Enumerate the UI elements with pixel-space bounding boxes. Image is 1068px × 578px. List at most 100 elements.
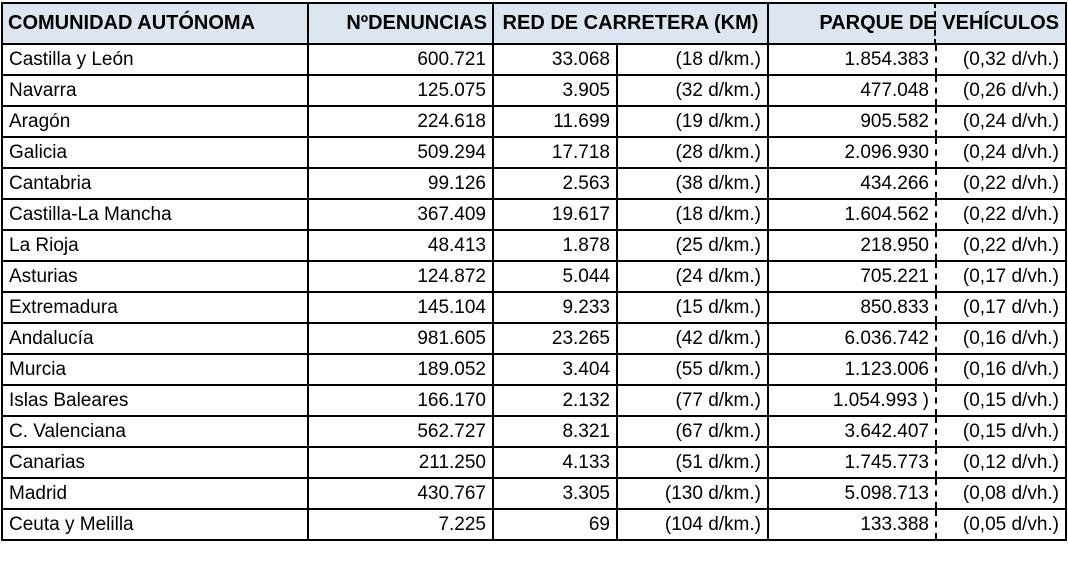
cell-red-carretera-km: 23.265 — [492, 322, 618, 355]
cell-denuncias: 48.413 — [307, 229, 494, 262]
cell-comunidad: C. Valenciana — [1, 415, 309, 448]
cell-parque-vehiculos: 6.036.742 — [767, 322, 937, 355]
cell-comunidad: Andalucía — [1, 322, 309, 355]
cell-comunidad: Navarra — [1, 74, 309, 107]
cell-denuncias: 124.872 — [307, 260, 494, 293]
cell-denuncias-por-vh: (0,22 d/vh.) — [935, 198, 1067, 231]
table-row: Canarias 211.250 4.133 (51 d/km.) 1.745.… — [1, 446, 1067, 479]
cell-denuncias-por-km: (130 d/km.) — [616, 477, 769, 510]
cell-red-carretera-km: 19.617 — [492, 198, 618, 231]
cell-denuncias-por-vh: (0,26 d/vh.) — [935, 74, 1067, 107]
cell-denuncias: 211.250 — [307, 446, 494, 479]
table-row: Madrid 430.767 3.305 (130 d/km.) 5.098.7… — [1, 477, 1067, 510]
cell-denuncias: 224.618 — [307, 105, 494, 138]
cell-red-carretera-km: 4.133 — [492, 446, 618, 479]
cell-denuncias-por-vh: (0,05 d/vh.) — [935, 508, 1067, 541]
cell-denuncias-por-km: (67 d/km.) — [616, 415, 769, 448]
cell-comunidad: Canarias — [1, 446, 309, 479]
cell-denuncias-por-vh: (0,17 d/vh.) — [935, 260, 1067, 293]
cell-comunidad: La Rioja — [1, 229, 309, 262]
cell-parque-vehiculos: 905.582 — [767, 105, 937, 138]
cell-red-carretera-km: 69 — [492, 508, 618, 541]
cell-comunidad: Cantabria — [1, 167, 309, 200]
cell-comunidad: Aragón — [1, 105, 309, 138]
cell-comunidad: Extremadura — [1, 291, 309, 324]
cell-denuncias-por-vh: (0,16 d/vh.) — [935, 322, 1067, 355]
cell-red-carretera-km: 3.404 — [492, 353, 618, 386]
cell-red-carretera-km: 3.905 — [492, 74, 618, 107]
cell-red-carretera-km: 5.044 — [492, 260, 618, 293]
cell-comunidad: Islas Baleares — [1, 384, 309, 417]
cell-denuncias-por-km: (18 d/km.) — [616, 43, 769, 76]
cell-denuncias-por-km: (15 d/km.) — [616, 291, 769, 324]
cell-red-carretera-km: 11.699 — [492, 105, 618, 138]
cell-denuncias: 189.052 — [307, 353, 494, 386]
table-row: Castilla-La Mancha 367.409 19.617 (18 d/… — [1, 198, 1067, 231]
cell-denuncias-por-km: (24 d/km.) — [616, 260, 769, 293]
cell-denuncias-por-vh: (0,22 d/vh.) — [935, 229, 1067, 262]
cell-red-carretera-km: 9.233 — [492, 291, 618, 324]
header-row: COMUNIDAD AUTÓNOMA NºDENUNCIAS RED DE CA… — [1, 2, 1067, 45]
table-row: Galicia 509.294 17.718 (28 d/km.) 2.096.… — [1, 136, 1067, 169]
dashed-column-divider — [934, 5, 936, 42]
cell-denuncias: 125.075 — [307, 74, 494, 107]
cell-denuncias: 981.605 — [307, 322, 494, 355]
cell-denuncias-por-km: (18 d/km.) — [616, 198, 769, 231]
cell-parque-vehiculos: 5.098.713 — [767, 477, 937, 510]
cell-parque-vehiculos: 1.054.993 ) — [767, 384, 937, 417]
spreadsheet-table-container: COMUNIDAD AUTÓNOMA NºDENUNCIAS RED DE CA… — [1, 2, 1067, 541]
cell-red-carretera-km: 2.563 — [492, 167, 618, 200]
denuncias-por-comunidad-table: COMUNIDAD AUTÓNOMA NºDENUNCIAS RED DE CA… — [1, 2, 1067, 541]
table-header: COMUNIDAD AUTÓNOMA NºDENUNCIAS RED DE CA… — [1, 2, 1067, 45]
cell-parque-vehiculos: 1.123.006 — [767, 353, 937, 386]
cell-denuncias-por-km: (42 d/km.) — [616, 322, 769, 355]
cell-denuncias-por-km: (25 d/km.) — [616, 229, 769, 262]
cell-denuncias-por-km: (55 d/km.) — [616, 353, 769, 386]
cell-parque-vehiculos: 477.048 — [767, 74, 937, 107]
cell-denuncias-por-vh: (0,12 d/vh.) — [935, 446, 1067, 479]
cell-red-carretera-km: 1.878 — [492, 229, 618, 262]
cell-denuncias: 367.409 — [307, 198, 494, 231]
cell-denuncias: 99.126 — [307, 167, 494, 200]
cell-parque-vehiculos: 1.854.383 — [767, 43, 937, 76]
table-row: Castilla y León 600.721 33.068 (18 d/km.… — [1, 43, 1067, 76]
cell-red-carretera-km: 8.321 — [492, 415, 618, 448]
table-row: Cantabria 99.126 2.563 (38 d/km.) 434.26… — [1, 167, 1067, 200]
table-row: Navarra 125.075 3.905 (32 d/km.) 477.048… — [1, 74, 1067, 107]
cell-denuncias-por-km: (77 d/km.) — [616, 384, 769, 417]
cell-denuncias-por-km: (32 d/km.) — [616, 74, 769, 107]
header-red-de-carretera: RED DE CARRETERA (KM) — [492, 2, 769, 45]
table-row: Ceuta y Melilla 7.225 69 (104 d/km.) 133… — [1, 508, 1067, 541]
header-parque-de-vehiculos: PARQUE DE VEHÍCULOS — [767, 2, 1067, 45]
cell-denuncias-por-vh: (0,17 d/vh.) — [935, 291, 1067, 324]
cell-parque-vehiculos: 1.604.562 — [767, 198, 937, 231]
cell-denuncias: 166.170 — [307, 384, 494, 417]
cell-red-carretera-km: 3.305 — [492, 477, 618, 510]
cell-denuncias: 562.727 — [307, 415, 494, 448]
cell-denuncias: 430.767 — [307, 477, 494, 510]
table-body: Castilla y León 600.721 33.068 (18 d/km.… — [1, 43, 1067, 541]
table-row: Asturias 124.872 5.044 (24 d/km.) 705.22… — [1, 260, 1067, 293]
cell-comunidad: Asturias — [1, 260, 309, 293]
table-row: C. Valenciana 562.727 8.321 (67 d/km.) 3… — [1, 415, 1067, 448]
cell-denuncias-por-vh: (0,24 d/vh.) — [935, 136, 1067, 169]
table-row: Aragón 224.618 11.699 (19 d/km.) 905.582… — [1, 105, 1067, 138]
table-row: Murcia 189.052 3.404 (55 d/km.) 1.123.00… — [1, 353, 1067, 386]
cell-denuncias-por-vh: (0,08 d/vh.) — [935, 477, 1067, 510]
cell-comunidad: Murcia — [1, 353, 309, 386]
cell-denuncias-por-km: (104 d/km.) — [616, 508, 769, 541]
table-row: Extremadura 145.104 9.233 (15 d/km.) 850… — [1, 291, 1067, 324]
cell-red-carretera-km: 2.132 — [492, 384, 618, 417]
cell-comunidad: Castilla-La Mancha — [1, 198, 309, 231]
cell-comunidad: Castilla y León — [1, 43, 309, 76]
cell-denuncias-por-vh: (0,24 d/vh.) — [935, 105, 1067, 138]
cell-parque-vehiculos: 434.266 — [767, 167, 937, 200]
cell-denuncias: 600.721 — [307, 43, 494, 76]
cell-denuncias-por-vh: (0,22 d/vh.) — [935, 167, 1067, 200]
table-row: Islas Baleares 166.170 2.132 (77 d/km.) … — [1, 384, 1067, 417]
cell-comunidad: Galicia — [1, 136, 309, 169]
header-comunidad-autonoma: COMUNIDAD AUTÓNOMA — [1, 2, 309, 45]
cell-denuncias-por-km: (28 d/km.) — [616, 136, 769, 169]
cell-parque-vehiculos: 1.745.773 — [767, 446, 937, 479]
cell-comunidad: Ceuta y Melilla — [1, 508, 309, 541]
